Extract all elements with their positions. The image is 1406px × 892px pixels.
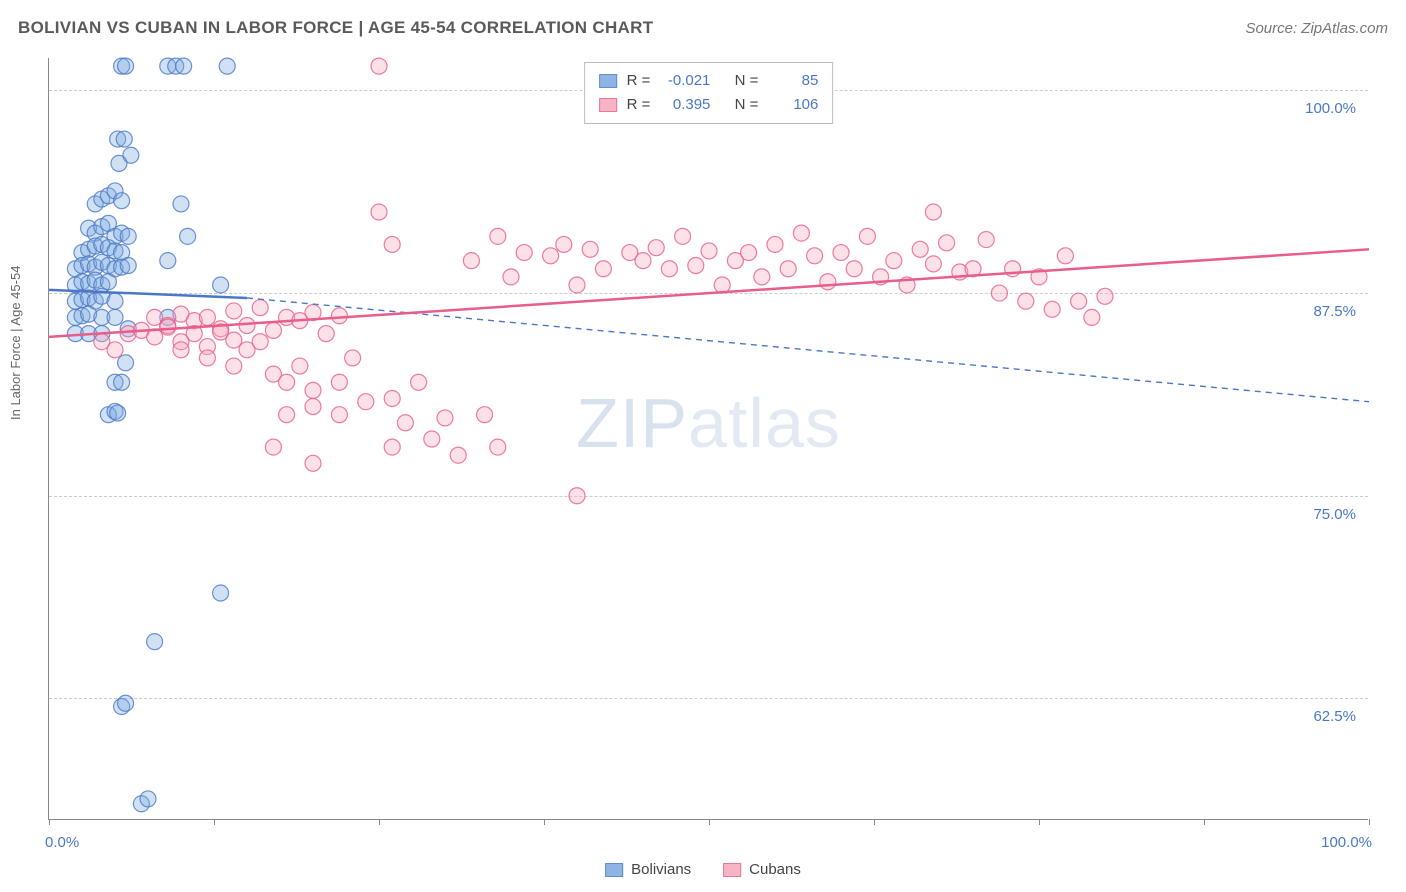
r-label: R = <box>627 93 651 117</box>
legend-item-bolivians: Bolivians <box>605 861 691 878</box>
legend: Bolivians Cubans <box>605 861 801 878</box>
stats-row-cubans: R = 0.395 N = 106 <box>599 93 819 117</box>
r-value-bolivians: -0.021 <box>660 69 710 93</box>
swatch-bolivians-icon <box>605 863 623 877</box>
chart-title: BOLIVIAN VS CUBAN IN LABOR FORCE | AGE 4… <box>18 18 653 38</box>
n-value-cubans: 106 <box>768 93 818 117</box>
swatch-cubans-icon <box>723 863 741 877</box>
stats-row-bolivians: R = -0.021 N = 85 <box>599 69 819 93</box>
x-tick-label: 0.0% <box>45 834 79 851</box>
n-label: N = <box>735 93 759 117</box>
swatch-cubans-icon <box>599 98 617 112</box>
chart-svg <box>49 58 1368 819</box>
x-tick-label: 100.0% <box>1321 834 1372 851</box>
n-label: N = <box>735 69 759 93</box>
r-value-cubans: 0.395 <box>660 93 710 117</box>
legend-label-bolivians: Bolivians <box>631 861 691 878</box>
n-value-bolivians: 85 <box>768 69 818 93</box>
legend-label-cubans: Cubans <box>749 861 801 878</box>
r-label: R = <box>627 69 651 93</box>
legend-item-cubans: Cubans <box>723 861 801 878</box>
swatch-bolivians-icon <box>599 74 617 88</box>
y-axis-title: In Labor Force | Age 45-54 <box>8 266 23 420</box>
scatter-plot: ZIPatlas 62.5%75.0%87.5%100.0% 0.0%100.0… <box>48 58 1368 820</box>
source-label: Source: ZipAtlas.com <box>1245 20 1388 37</box>
correlation-stats-box: R = -0.021 N = 85 R = 0.395 N = 106 <box>584 62 834 124</box>
